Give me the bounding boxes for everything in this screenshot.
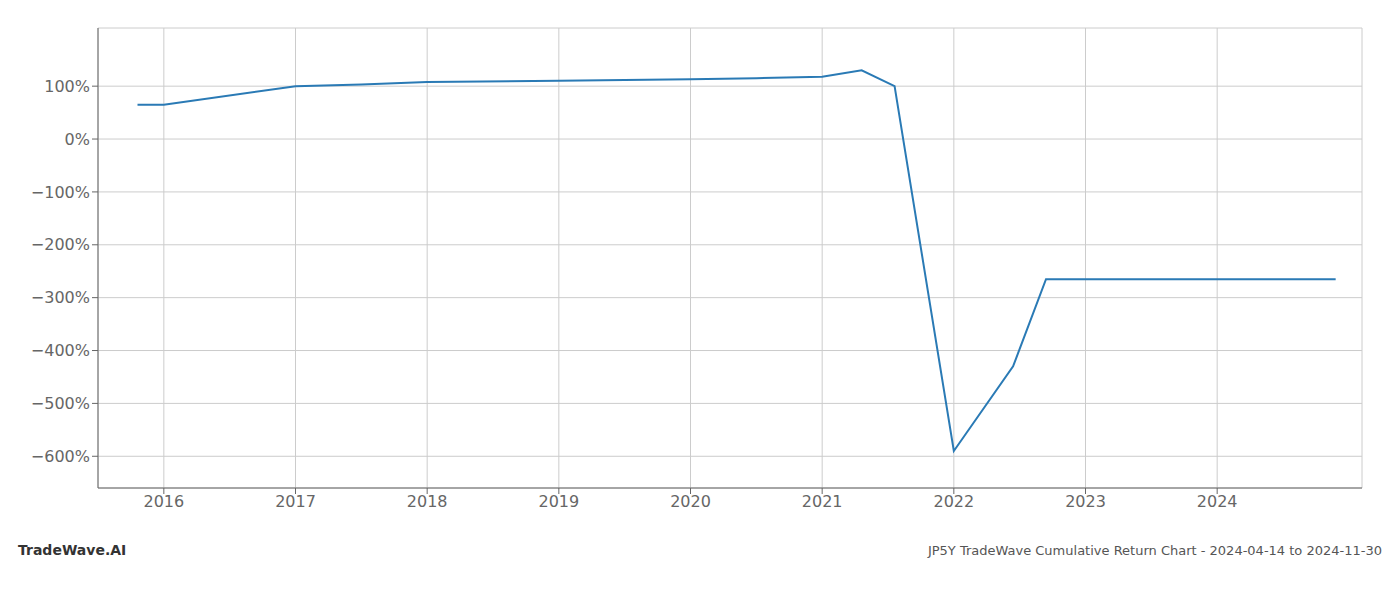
svg-text:2024: 2024 bbox=[1197, 492, 1238, 511]
svg-text:2020: 2020 bbox=[670, 492, 711, 511]
svg-text:−600%: −600% bbox=[31, 447, 90, 466]
svg-text:2016: 2016 bbox=[143, 492, 184, 511]
svg-text:2017: 2017 bbox=[275, 492, 316, 511]
svg-text:100%: 100% bbox=[44, 77, 90, 96]
html-text:JP5Y TradeWave Cumulative Retu: JP5Y TradeWave Cumulative Return Chart -… bbox=[927, 543, 1382, 558]
svg-text:−300%: −300% bbox=[31, 288, 90, 307]
svg-text:2019: 2019 bbox=[538, 492, 579, 511]
svg-text:2018: 2018 bbox=[407, 492, 448, 511]
svg-text:2022: 2022 bbox=[933, 492, 974, 511]
svg-text:0%: 0% bbox=[65, 130, 90, 149]
svg-text:2023: 2023 bbox=[1065, 492, 1106, 511]
svg-text:−200%: −200% bbox=[31, 235, 90, 254]
html-text:TradeWave.AI: TradeWave.AI bbox=[18, 542, 127, 558]
svg-text:−100%: −100% bbox=[31, 183, 90, 202]
svg-text:−400%: −400% bbox=[31, 341, 90, 360]
svg-text:−500%: −500% bbox=[31, 394, 90, 413]
svg-text:2021: 2021 bbox=[802, 492, 843, 511]
